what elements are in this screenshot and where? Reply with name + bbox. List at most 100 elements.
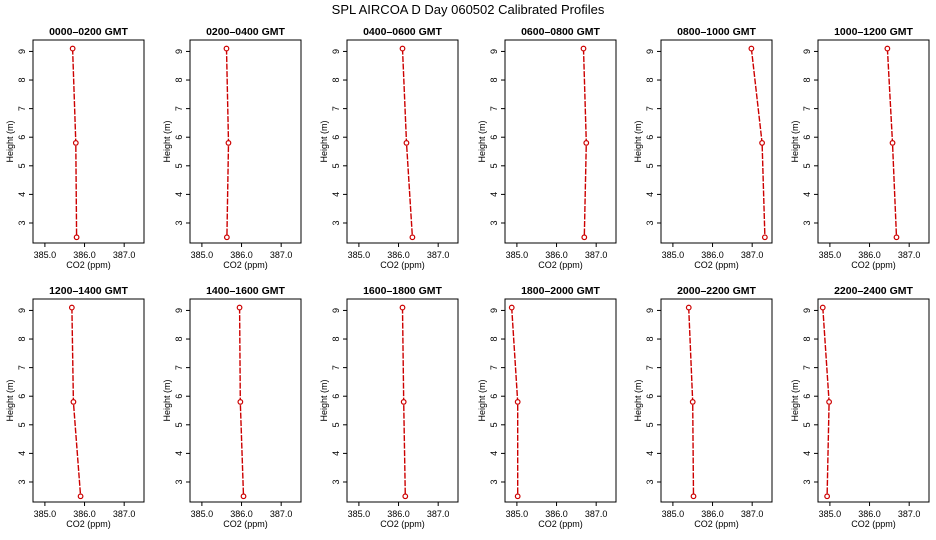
- y-tick-label: 7: [174, 106, 184, 111]
- x-axis-label: CO2 (ppm): [66, 260, 111, 270]
- y-axis-label: Height (m): [5, 379, 15, 421]
- y-tick-label: 8: [489, 78, 499, 83]
- y-tick-label: 6: [489, 394, 499, 399]
- x-axis-label: CO2 (ppm): [694, 260, 739, 270]
- y-tick-label: 7: [489, 365, 499, 370]
- x-tick-label: 385.0: [348, 250, 371, 260]
- plot-frame: [346, 39, 459, 244]
- x-axis-label: CO2 (ppm): [380, 519, 425, 529]
- y-tick-label: 8: [645, 337, 655, 342]
- x-tick-label: 386.0: [73, 250, 96, 260]
- y-tick-label: 5: [645, 422, 655, 427]
- plot-frame: [660, 39, 773, 244]
- y-tick-label: 3: [489, 479, 499, 484]
- y-tick-label: 9: [17, 49, 27, 54]
- y-tick-label: 7: [645, 106, 655, 111]
- y-tick-label: 6: [802, 135, 812, 140]
- y-tick-label: 9: [174, 308, 184, 313]
- x-tick-label: 385.0: [506, 509, 529, 519]
- data-point: [580, 45, 587, 52]
- y-tick-label: 3: [645, 479, 655, 484]
- plot-frame: [817, 298, 930, 503]
- y-tick-label: 6: [331, 394, 341, 399]
- y-tick-label: 4: [802, 451, 812, 456]
- plot-frame: [32, 298, 145, 503]
- data-point: [399, 45, 406, 52]
- y-tick-label: 5: [489, 422, 499, 427]
- data-point: [761, 234, 768, 241]
- y-axis-label: Height (m): [162, 120, 172, 162]
- plot-frame: [817, 39, 930, 244]
- y-tick-label: 4: [174, 192, 184, 197]
- y-tick-label: 3: [174, 479, 184, 484]
- y-tick-label: 5: [802, 422, 812, 427]
- x-axis-label: CO2 (ppm): [538, 260, 583, 270]
- data-point: [759, 140, 765, 146]
- x-tick-label: 386.0: [701, 509, 724, 519]
- x-tick-label: 385.0: [662, 250, 685, 260]
- data-point: [689, 399, 696, 405]
- y-tick-label: 6: [174, 135, 184, 140]
- y-tick-label: 9: [17, 308, 27, 313]
- y-tick-label: 3: [331, 479, 341, 484]
- data-point: [236, 304, 243, 311]
- data-point: [69, 45, 76, 52]
- y-tick-label: 8: [802, 337, 812, 342]
- y-tick-label: 8: [17, 337, 27, 342]
- y-axis-label: Height (m): [790, 120, 800, 162]
- y-tick-label: 7: [174, 365, 184, 370]
- x-tick-label: 387.0: [270, 509, 293, 519]
- y-tick-label: 3: [17, 479, 27, 484]
- y-tick-label: 4: [489, 192, 499, 197]
- x-tick-label: 387.0: [585, 509, 608, 519]
- y-axis-label: Height (m): [477, 120, 487, 162]
- plot-frame: [504, 298, 617, 503]
- data-point: [223, 45, 230, 52]
- panel-title: 2200–2400 GMT: [834, 285, 913, 297]
- data-point: [73, 234, 80, 241]
- y-tick-label: 7: [489, 106, 499, 111]
- data-point: [68, 304, 75, 311]
- y-axis-label: Height (m): [319, 120, 329, 162]
- y-tick-label: 6: [645, 135, 655, 140]
- y-axis-label: Height (m): [633, 379, 643, 421]
- y-tick-label: 7: [802, 106, 812, 111]
- y-tick-label: 6: [489, 135, 499, 140]
- data-point: [237, 399, 244, 405]
- figure-title: SPL AIRCOA D Day 060502 Calibrated Profi…: [331, 2, 605, 17]
- x-axis-label: CO2 (ppm): [851, 260, 896, 270]
- panel-title: 0400–0600 GMT: [363, 26, 442, 38]
- x-axis-label: CO2 (ppm): [851, 519, 896, 529]
- y-axis-label: Height (m): [5, 120, 15, 162]
- y-tick-label: 3: [802, 220, 812, 225]
- y-tick-label: 4: [17, 451, 27, 456]
- data-point: [72, 140, 79, 146]
- data-point: [824, 493, 831, 500]
- panel-title: 0200–0400 GMT: [206, 26, 285, 38]
- x-tick-label: 385.0: [191, 250, 214, 260]
- data-point: [400, 399, 407, 405]
- y-tick-label: 8: [802, 78, 812, 83]
- x-tick-label: 386.0: [230, 509, 253, 519]
- x-tick-label: 386.0: [387, 509, 410, 519]
- y-tick-label: 9: [802, 49, 812, 54]
- y-tick-label: 8: [331, 78, 341, 83]
- y-tick-label: 4: [174, 451, 184, 456]
- data-point: [884, 45, 891, 52]
- panel-title: 1800–2000 GMT: [521, 285, 600, 297]
- y-tick-label: 4: [331, 451, 341, 456]
- y-tick-label: 5: [645, 163, 655, 168]
- y-tick-label: 7: [802, 365, 812, 370]
- data-point: [223, 234, 230, 241]
- y-tick-label: 6: [17, 135, 27, 140]
- data-point: [402, 493, 409, 500]
- y-tick-label: 5: [802, 163, 812, 168]
- data-point: [581, 234, 588, 241]
- x-tick-label: 386.0: [858, 509, 881, 519]
- y-tick-label: 9: [802, 308, 812, 313]
- y-tick-label: 6: [17, 394, 27, 399]
- data-point: [240, 493, 247, 500]
- data-point: [403, 140, 410, 146]
- panel-title: 0600–0800 GMT: [521, 26, 600, 38]
